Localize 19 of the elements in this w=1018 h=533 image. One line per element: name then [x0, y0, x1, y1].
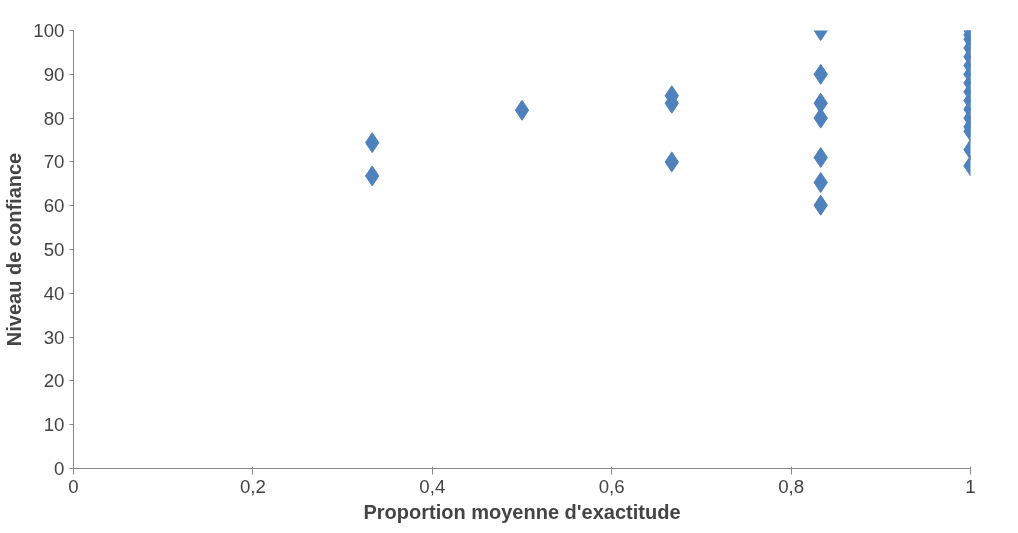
- y-tick-label: 0: [54, 458, 65, 479]
- x-tick-label: 0: [68, 475, 79, 497]
- y-tick-label: 30: [43, 326, 65, 348]
- y-tick-label: 100: [33, 20, 65, 41]
- x-axis-title: Proportion moyenne d'exactitude: [363, 500, 681, 523]
- y-tick-label: 40: [43, 282, 65, 304]
- y-tick-label: 50: [43, 239, 65, 260]
- x-tick-label: 0,8: [778, 475, 805, 497]
- y-tick-label: 60: [43, 195, 65, 217]
- y-tick-label: 70: [43, 151, 65, 173]
- y-tick-label: 10: [43, 414, 65, 436]
- x-tick-label: 0,6: [598, 475, 625, 497]
- y-tick-label: 80: [43, 107, 65, 129]
- y-axis-title: Niveau de confiance: [3, 152, 26, 347]
- x-tick-label: 0,2: [239, 475, 266, 497]
- x-tick-label: 1: [965, 475, 976, 497]
- x-tick-label: 0,4: [419, 475, 446, 497]
- y-tick-label: 90: [43, 63, 65, 85]
- y-tick-label: 20: [43, 370, 65, 392]
